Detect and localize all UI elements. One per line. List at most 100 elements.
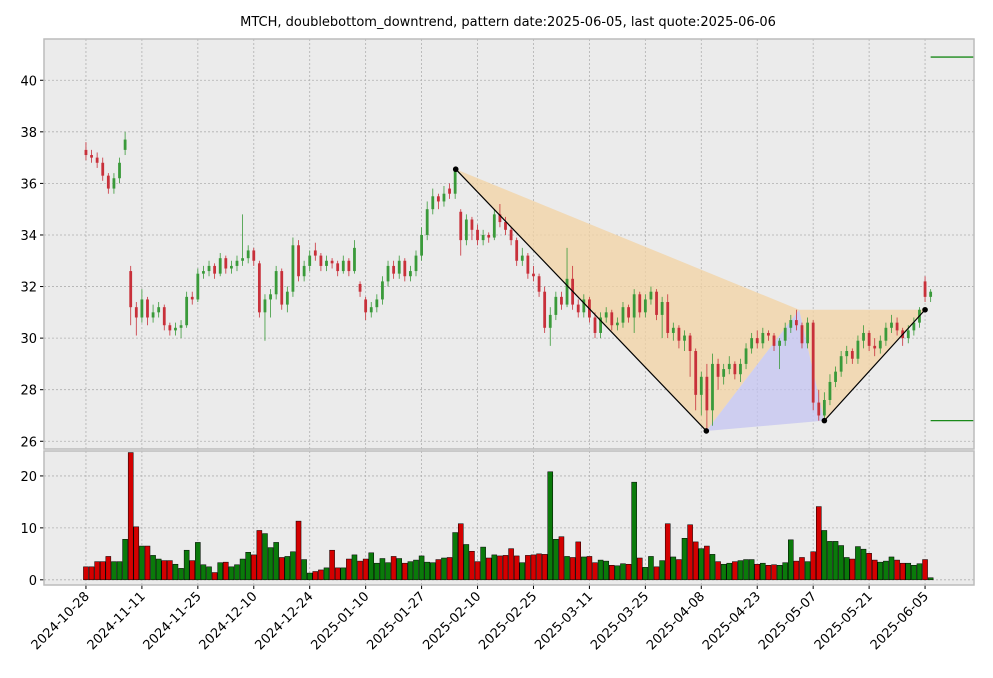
candle-body (755, 338, 759, 344)
candle-body (800, 325, 804, 344)
x-tick-label: 2025-01-10 (308, 589, 372, 653)
volume-bar (715, 561, 721, 581)
candle-body (257, 263, 261, 313)
volume-bar (888, 556, 895, 581)
y-tick-label: 36 (20, 177, 37, 192)
volume-bar (877, 561, 884, 581)
candle-body (912, 322, 916, 331)
volume-bar (334, 567, 341, 581)
volume-bar (485, 557, 492, 581)
volume-bar (301, 559, 307, 581)
candle-body (543, 291, 547, 328)
volume-bar (368, 552, 375, 581)
volume-bar (379, 558, 386, 581)
candle-body (157, 307, 161, 313)
candle-body (84, 149, 88, 156)
volume-bar (178, 568, 184, 581)
volume-bar (860, 548, 867, 581)
candle-body (599, 317, 602, 333)
candle-body (649, 291, 653, 300)
volume-bar (469, 550, 475, 581)
candle-body (621, 307, 625, 323)
candle-body (347, 260, 351, 272)
candle-body (302, 265, 306, 277)
candle-body (711, 363, 714, 411)
candle-body (129, 271, 133, 308)
volume-bar (318, 569, 324, 581)
candle-body (806, 322, 809, 344)
volume-bar (452, 532, 458, 581)
volume-bar (648, 556, 654, 581)
candle-body (811, 322, 815, 403)
volume-bar (189, 560, 196, 581)
candle-body (185, 296, 189, 326)
volume-bar (698, 548, 705, 581)
volume-bar (111, 561, 117, 581)
volume-bar (614, 565, 621, 581)
candle-body (285, 291, 289, 305)
volume-bar (776, 565, 783, 581)
candle-body (134, 307, 138, 318)
volume-bar (418, 555, 425, 581)
candle-body (699, 376, 703, 395)
volume-bar (155, 558, 162, 581)
volume-bar (374, 562, 380, 581)
candle-body (845, 351, 849, 357)
candle-body (839, 356, 843, 372)
chart-title: MTCH, doublebottom_downtrend, pattern da… (240, 15, 776, 30)
candle-body (174, 327, 177, 331)
candle-body (448, 188, 451, 194)
volume-bar (183, 549, 190, 581)
volume-bar (239, 558, 246, 581)
volume-bar (457, 523, 464, 581)
volume-bar (284, 556, 291, 581)
volume-bar (362, 558, 369, 581)
candle-body (767, 332, 770, 336)
x-tick-label: 2025-05-21 (812, 589, 876, 653)
volume-bar (620, 563, 626, 581)
candle-body (397, 260, 401, 274)
volume-bar (290, 551, 296, 581)
volume-bar (553, 539, 559, 581)
candle-body (414, 255, 418, 272)
volume-bar (256, 530, 263, 581)
volume-bar (150, 555, 156, 581)
candle-body (716, 363, 720, 377)
volume-bar (821, 530, 828, 581)
x-tick-label: 2025-04-08 (644, 589, 708, 653)
volume-bar (771, 564, 777, 581)
candle-body (330, 260, 334, 264)
pattern-point (922, 306, 928, 313)
volume-bar (838, 545, 844, 581)
x-tick-label: 2025-03-25 (588, 589, 652, 653)
candle-body (660, 302, 664, 315)
y-tick-label: 32 (20, 281, 37, 296)
candle-body (375, 299, 379, 308)
volume-bar (692, 541, 699, 581)
volume-bar (670, 556, 677, 581)
volume-bar (172, 563, 179, 581)
volume-bar (905, 562, 912, 581)
y-tick-label: 34 (20, 229, 37, 244)
volume-bar (139, 545, 145, 581)
volume-bar (474, 561, 481, 581)
volume-bar (83, 566, 89, 581)
candle-body (179, 325, 183, 328)
candle-body (319, 255, 323, 266)
x-tick-label: 2025-02-25 (476, 589, 540, 653)
volume-bar (513, 555, 520, 581)
candle-body (364, 299, 368, 313)
volume-bar (99, 561, 106, 581)
candle-body (436, 196, 440, 202)
y-tick-label: 0 (29, 574, 37, 589)
candle-body (526, 255, 530, 274)
volume-bar (519, 562, 526, 581)
x-tick-label: 2025-01-27 (364, 589, 428, 653)
volume-bar (245, 552, 251, 581)
volume-bar (228, 566, 235, 581)
candle-body (923, 281, 927, 297)
candle-body (862, 332, 865, 341)
candle-body (492, 214, 496, 238)
candle-body (392, 265, 396, 274)
volume-bar (815, 506, 822, 581)
